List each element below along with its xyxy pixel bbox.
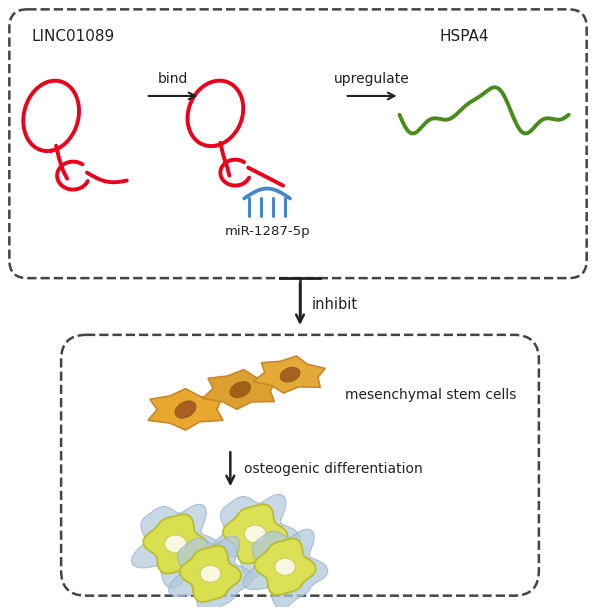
Text: upregulate: upregulate xyxy=(334,72,410,86)
Polygon shape xyxy=(223,504,287,564)
Ellipse shape xyxy=(200,565,221,582)
Text: HSPA4: HSPA4 xyxy=(439,29,489,44)
Text: mesenchymal stem cells: mesenchymal stem cells xyxy=(345,387,516,402)
Text: inhibit: inhibit xyxy=(312,297,358,313)
Text: bind: bind xyxy=(157,72,188,86)
Polygon shape xyxy=(254,539,316,595)
Polygon shape xyxy=(211,494,300,578)
Polygon shape xyxy=(148,389,223,430)
Polygon shape xyxy=(180,545,241,602)
Polygon shape xyxy=(243,529,328,608)
Polygon shape xyxy=(253,356,325,393)
Ellipse shape xyxy=(244,525,266,543)
Text: miR-1287-5p: miR-1287-5p xyxy=(224,226,310,238)
Ellipse shape xyxy=(275,558,295,575)
Ellipse shape xyxy=(230,382,250,398)
Text: osteogenic differentiation: osteogenic differentiation xyxy=(244,462,423,476)
Ellipse shape xyxy=(175,401,196,418)
Polygon shape xyxy=(131,505,221,589)
Polygon shape xyxy=(169,536,253,608)
Ellipse shape xyxy=(164,535,187,553)
Text: LINC01089: LINC01089 xyxy=(31,29,115,44)
Ellipse shape xyxy=(280,367,300,382)
Polygon shape xyxy=(203,370,276,409)
Polygon shape xyxy=(143,514,208,573)
